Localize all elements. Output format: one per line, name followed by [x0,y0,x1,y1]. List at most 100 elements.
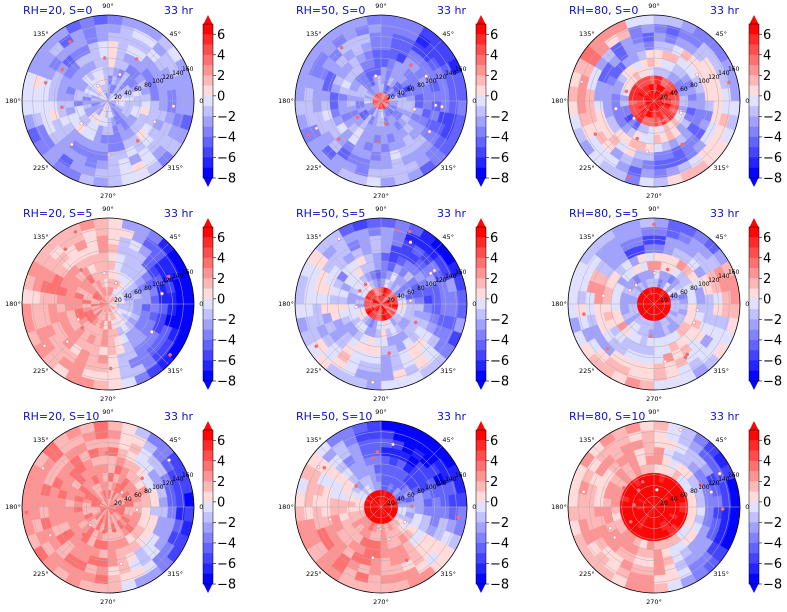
angle-tick-label: 270° [373,192,389,200]
colorbar-tick-label: −4 [763,536,782,551]
convective-cell [624,89,629,94]
angle-tick-label: 135° [33,233,49,241]
colorbar-segment [749,512,759,523]
colorbar-extend-max [476,15,486,25]
convective-cell [134,57,139,61]
contour-cell [370,354,382,365]
colorbar-segment [203,512,213,523]
colorbar-segment [476,512,486,523]
radial-tick-label: 40 [124,496,132,503]
radial-tick-label: 120 [162,480,174,487]
angle-tick-label: 135° [33,436,49,444]
contour-cell [107,23,122,34]
convective-cell [632,116,636,121]
contour-cell [337,93,348,102]
colorbar-tick-label: −6 [490,151,509,166]
contour-cell [97,354,109,365]
colorbar-segment [203,563,213,575]
colorbar-tick-label: 0 [490,495,498,510]
angle-tick-label: 135° [33,30,49,38]
contour-cell [320,100,331,112]
panel-title: RH=50, S=0 [296,4,365,17]
colorbar-segment [476,247,486,259]
contour-cell [687,506,698,515]
colorbar-tick-label: −8 [763,578,782,593]
angle-tick-label: 315° [440,164,456,172]
contour-cell [653,252,664,262]
contour-cell [107,49,118,59]
contour-cell [329,497,339,508]
colorbar-tick-label: −2 [217,313,236,328]
angle-tick-label: 270° [646,192,662,200]
contour-cell [329,294,339,305]
radial-tick-label: 80 [144,488,152,495]
colorbar-segment [476,542,486,554]
contour-cell [175,303,186,318]
colorbar-segment [476,553,486,564]
colorbar-segment [476,319,486,330]
colorbar-segment [203,268,213,279]
contour-cell [47,506,58,518]
colorbar-tick-label: 2 [217,69,225,84]
contour-cell [107,379,124,390]
contour-cell [107,260,116,271]
convective-cell [440,104,444,109]
contour-cell [320,303,331,315]
contour-cell [696,506,706,517]
colorbar-tick-label: 4 [217,454,225,469]
contour-cell [456,288,467,305]
contour-cell [158,496,169,508]
convective-cell [387,351,392,356]
contour-cell [653,371,668,382]
colorbar-tick-label: 2 [490,69,498,84]
radial-tick-label: 20 [114,297,122,304]
contour-cell [729,100,740,117]
contour-cell [107,243,119,254]
contour-cell [576,100,587,115]
colorbar-tick-label: 6 [490,28,498,43]
colorbar-segment [749,532,759,544]
radial-tick-label: 60 [407,492,415,499]
contour-cell [653,574,668,585]
convective-cell [612,535,617,540]
angle-tick-label: 135° [579,30,595,38]
colorbar-tick-label: −8 [217,375,236,390]
radial-tick-label: 100 [425,281,437,288]
contour-cell [638,379,655,390]
contour-cell [303,87,314,102]
colorbar-tick-label: −6 [217,354,236,369]
angular-gridline [653,40,715,102]
contour-cell [653,463,662,474]
contour-cell [456,506,467,523]
radial-tick-label: 20 [660,94,668,101]
contour-cell [653,218,670,229]
contour-cell [568,506,579,523]
radial-tick-label: 100 [698,281,710,288]
colorbar-outline [202,429,214,585]
convective-cell [593,132,598,136]
contour-cell [30,303,41,318]
convective-cell [69,142,74,147]
colorbar-segment [476,136,486,148]
convective-cell [608,526,612,531]
contour-cell [320,506,331,518]
colorbar-extend-min [749,583,759,593]
colorbar-segment [203,95,213,107]
colorbar-outline [202,226,214,382]
contour-cell [158,100,169,112]
convective-cell [88,523,93,527]
colorbar-segment [476,450,486,462]
angle-tick-label: 90° [102,205,114,213]
radial-tick-label: 20 [114,500,122,507]
colorbar-segment [203,237,213,248]
colorbar-segment [749,440,759,451]
convective-cell [408,298,413,303]
angle-tick-label: 270° [646,395,662,403]
angular-gridline [107,303,169,365]
convective-cell [622,485,626,490]
colorbar-outline [475,23,487,179]
contour-cell [295,288,306,305]
contour-cell [373,337,382,348]
colorbar-segment [203,227,213,238]
colorbar-segment [476,126,486,138]
